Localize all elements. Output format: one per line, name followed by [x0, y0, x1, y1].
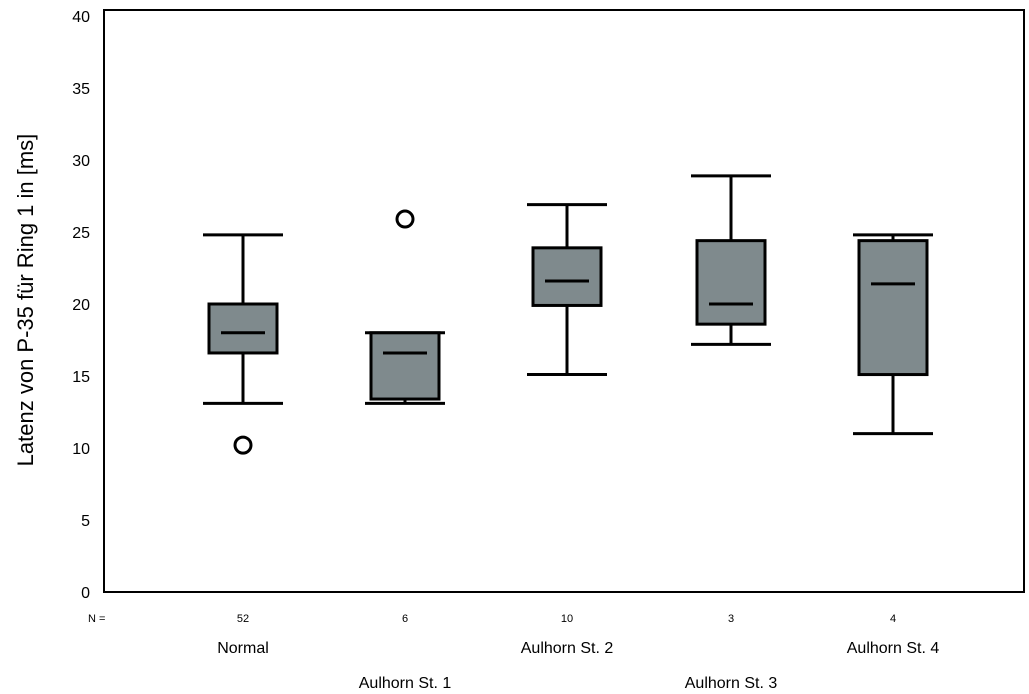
y-tick-label: 10	[72, 441, 90, 458]
category-label: Normal	[217, 640, 269, 657]
n-count-label: 4	[890, 613, 896, 625]
box-5	[853, 233, 933, 436]
category-label: Aulhorn St. 1	[359, 675, 452, 692]
category-label: Aulhorn St. 4	[847, 640, 940, 657]
boxes-group	[203, 174, 933, 455]
plot-frame	[103, 9, 1025, 593]
y-tick-label: 35	[72, 81, 90, 98]
box-3	[527, 203, 607, 377]
y-tick-label: 0	[81, 585, 90, 602]
y-tick-label: 20	[72, 297, 90, 314]
n-count-label: 3	[728, 613, 734, 625]
iqr-box	[207, 302, 279, 355]
iqr-box	[531, 246, 603, 307]
y-tick-label: 30	[72, 153, 90, 170]
n-prefix-label: N =	[88, 613, 105, 625]
y-tick-label: 25	[72, 225, 90, 242]
category-label: Aulhorn St. 3	[685, 675, 778, 692]
n-count-label: 6	[402, 613, 408, 625]
y-tick-label: 5	[81, 513, 90, 530]
y-axis-title: Latenz von P-35 für Ring 1 in [ms]	[13, 134, 38, 467]
box-2	[365, 209, 445, 405]
n-labels-group: 52 6 10 3 4	[237, 613, 896, 625]
outlier-point	[233, 435, 253, 455]
y-tick-label: 15	[72, 369, 90, 386]
box-4	[691, 174, 771, 346]
y-axis: 0 5 10 15 20 25 30 35 40	[72, 9, 90, 602]
y-tick-label: 40	[72, 9, 90, 26]
iqr-box	[369, 331, 441, 401]
category-label: Aulhorn St. 2	[521, 640, 614, 657]
category-labels-group: Normal Aulhorn St. 1 Aulhorn St. 2 Aulhorn …	[217, 640, 939, 692]
box-1	[203, 233, 283, 455]
iqr-box	[695, 239, 767, 326]
n-count-label: 10	[561, 613, 573, 625]
n-count-label: 52	[237, 613, 249, 625]
iqr-box	[857, 239, 929, 377]
outlier-point	[395, 209, 415, 229]
